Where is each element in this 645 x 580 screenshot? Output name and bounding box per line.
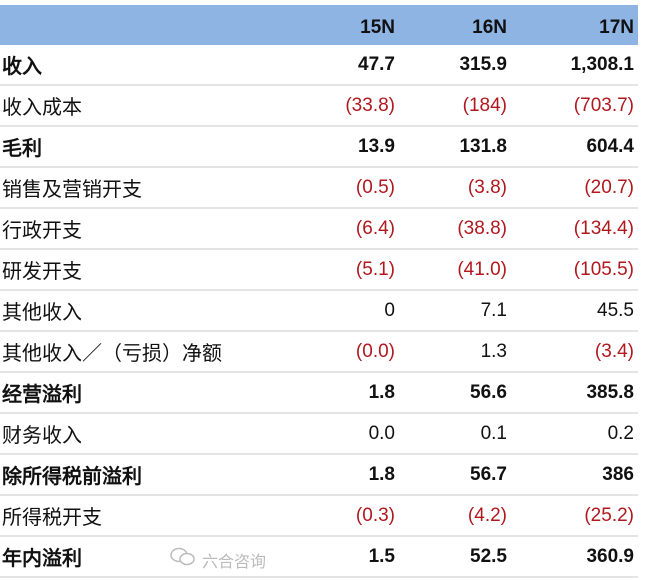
table-row: 研发开支 (5.1) (41.0) (105.5) xyxy=(0,250,638,291)
cell-15n: (0.0) xyxy=(355,340,395,362)
table-row: 除所得税前溢利 1.8 56.7 386 xyxy=(0,455,638,496)
header-16n: 16N xyxy=(472,17,507,38)
cell-15n: (33.8) xyxy=(345,94,395,116)
row-label: 研发开支 xyxy=(2,261,82,283)
cell-15n: 1.8 xyxy=(368,463,395,485)
cell-17n: (20.7) xyxy=(584,176,634,198)
cell-15n: (0.3) xyxy=(355,504,395,526)
cell-16n: 315.9 xyxy=(459,53,507,75)
cell-16n: 56.7 xyxy=(470,463,507,485)
cell-17n: 0.2 xyxy=(607,422,634,444)
header-17n: 17N xyxy=(599,17,634,38)
cell-17n: (105.5) xyxy=(573,258,634,280)
row-label: 收入 xyxy=(2,56,42,78)
income-statement-table: 15N 16N 17N 收入 47.7 315.9 1,308.1 收入成本 (33.8)… xyxy=(0,5,638,578)
cell-17n: 386 xyxy=(602,463,634,485)
cell-15n: (0.5) xyxy=(355,176,395,198)
row-label: 行政开支 xyxy=(2,220,82,242)
cell-17n: 360.9 xyxy=(586,545,634,567)
table-row: 销售及营销开支 (0.5) (3.8) (20.7) xyxy=(0,168,638,209)
cell-16n: 56.6 xyxy=(470,381,507,403)
row-label: 其他收入／（亏损）净额 xyxy=(2,343,222,365)
cell-17n: 604.4 xyxy=(586,135,634,157)
row-label: 收入成本 xyxy=(2,97,82,119)
table-row: 收入成本 (33.8) (184) (703.7) xyxy=(0,86,638,127)
table-row: 年内溢利 1.5 52.5 360.9 xyxy=(0,537,638,578)
cell-15n: 0 xyxy=(384,299,395,321)
header-15n: 15N xyxy=(360,17,395,38)
row-label: 毛利 xyxy=(2,138,42,160)
row-label: 经营溢利 xyxy=(2,384,82,406)
cell-17n: (25.2) xyxy=(584,504,634,526)
cell-16n: (3.8) xyxy=(467,176,507,198)
cell-16n: 7.1 xyxy=(480,299,507,321)
watermark: 六合咨询 xyxy=(170,547,266,572)
table-row: 其他收入 0 7.1 45.5 xyxy=(0,291,638,332)
cell-16n: 131.8 xyxy=(459,135,507,157)
table-row: 财务收入 0.0 0.1 0.2 xyxy=(0,414,638,455)
cell-16n: 52.5 xyxy=(470,545,507,567)
cell-16n: (41.0) xyxy=(457,258,507,280)
cell-15n: 1.5 xyxy=(368,545,395,567)
cell-15n: 47.7 xyxy=(358,53,395,75)
table-row: 所得税开支 (0.3) (4.2) (25.2) xyxy=(0,496,638,537)
row-label: 财务收入 xyxy=(2,425,82,447)
table-row: 行政开支 (6.4) (38.8) (134.4) xyxy=(0,209,638,250)
row-label: 其他收入 xyxy=(2,302,82,324)
cell-16n: 0.1 xyxy=(480,422,507,444)
table-row: 收入 47.7 315.9 1,308.1 xyxy=(0,45,638,86)
header-row: 15N 16N 17N xyxy=(0,5,638,45)
cell-17n: (703.7) xyxy=(573,94,634,116)
watermark-text: 六合咨询 xyxy=(202,553,267,571)
cell-17n: 1,308.1 xyxy=(570,53,634,75)
cell-15n: 0.0 xyxy=(368,422,395,444)
cell-16n: (184) xyxy=(462,94,507,116)
cell-15n: 1.8 xyxy=(368,381,395,403)
row-label: 除所得税前溢利 xyxy=(2,466,142,488)
cell-16n: (38.8) xyxy=(457,217,507,239)
cell-16n: (4.2) xyxy=(467,504,507,526)
table-row: 经营溢利 1.8 56.6 385.8 xyxy=(0,373,638,414)
row-label: 年内溢利 xyxy=(2,548,82,570)
cell-15n: 13.9 xyxy=(358,135,395,157)
table-row: 毛利 13.9 131.8 604.4 xyxy=(0,127,638,168)
row-label: 所得税开支 xyxy=(2,507,102,529)
cell-17n: (3.4) xyxy=(594,340,634,362)
row-label: 销售及营销开支 xyxy=(2,179,142,201)
wechat-icon xyxy=(170,547,196,572)
cell-17n: 385.8 xyxy=(586,381,634,403)
cell-17n: 45.5 xyxy=(597,299,634,321)
cell-15n: (6.4) xyxy=(355,217,395,239)
cell-16n: 1.3 xyxy=(480,340,507,362)
cell-15n: (5.1) xyxy=(355,258,395,280)
cell-17n: (134.4) xyxy=(573,217,634,239)
table-row: 其他收入／（亏损）净额 (0.0) 1.3 (3.4) xyxy=(0,332,638,373)
